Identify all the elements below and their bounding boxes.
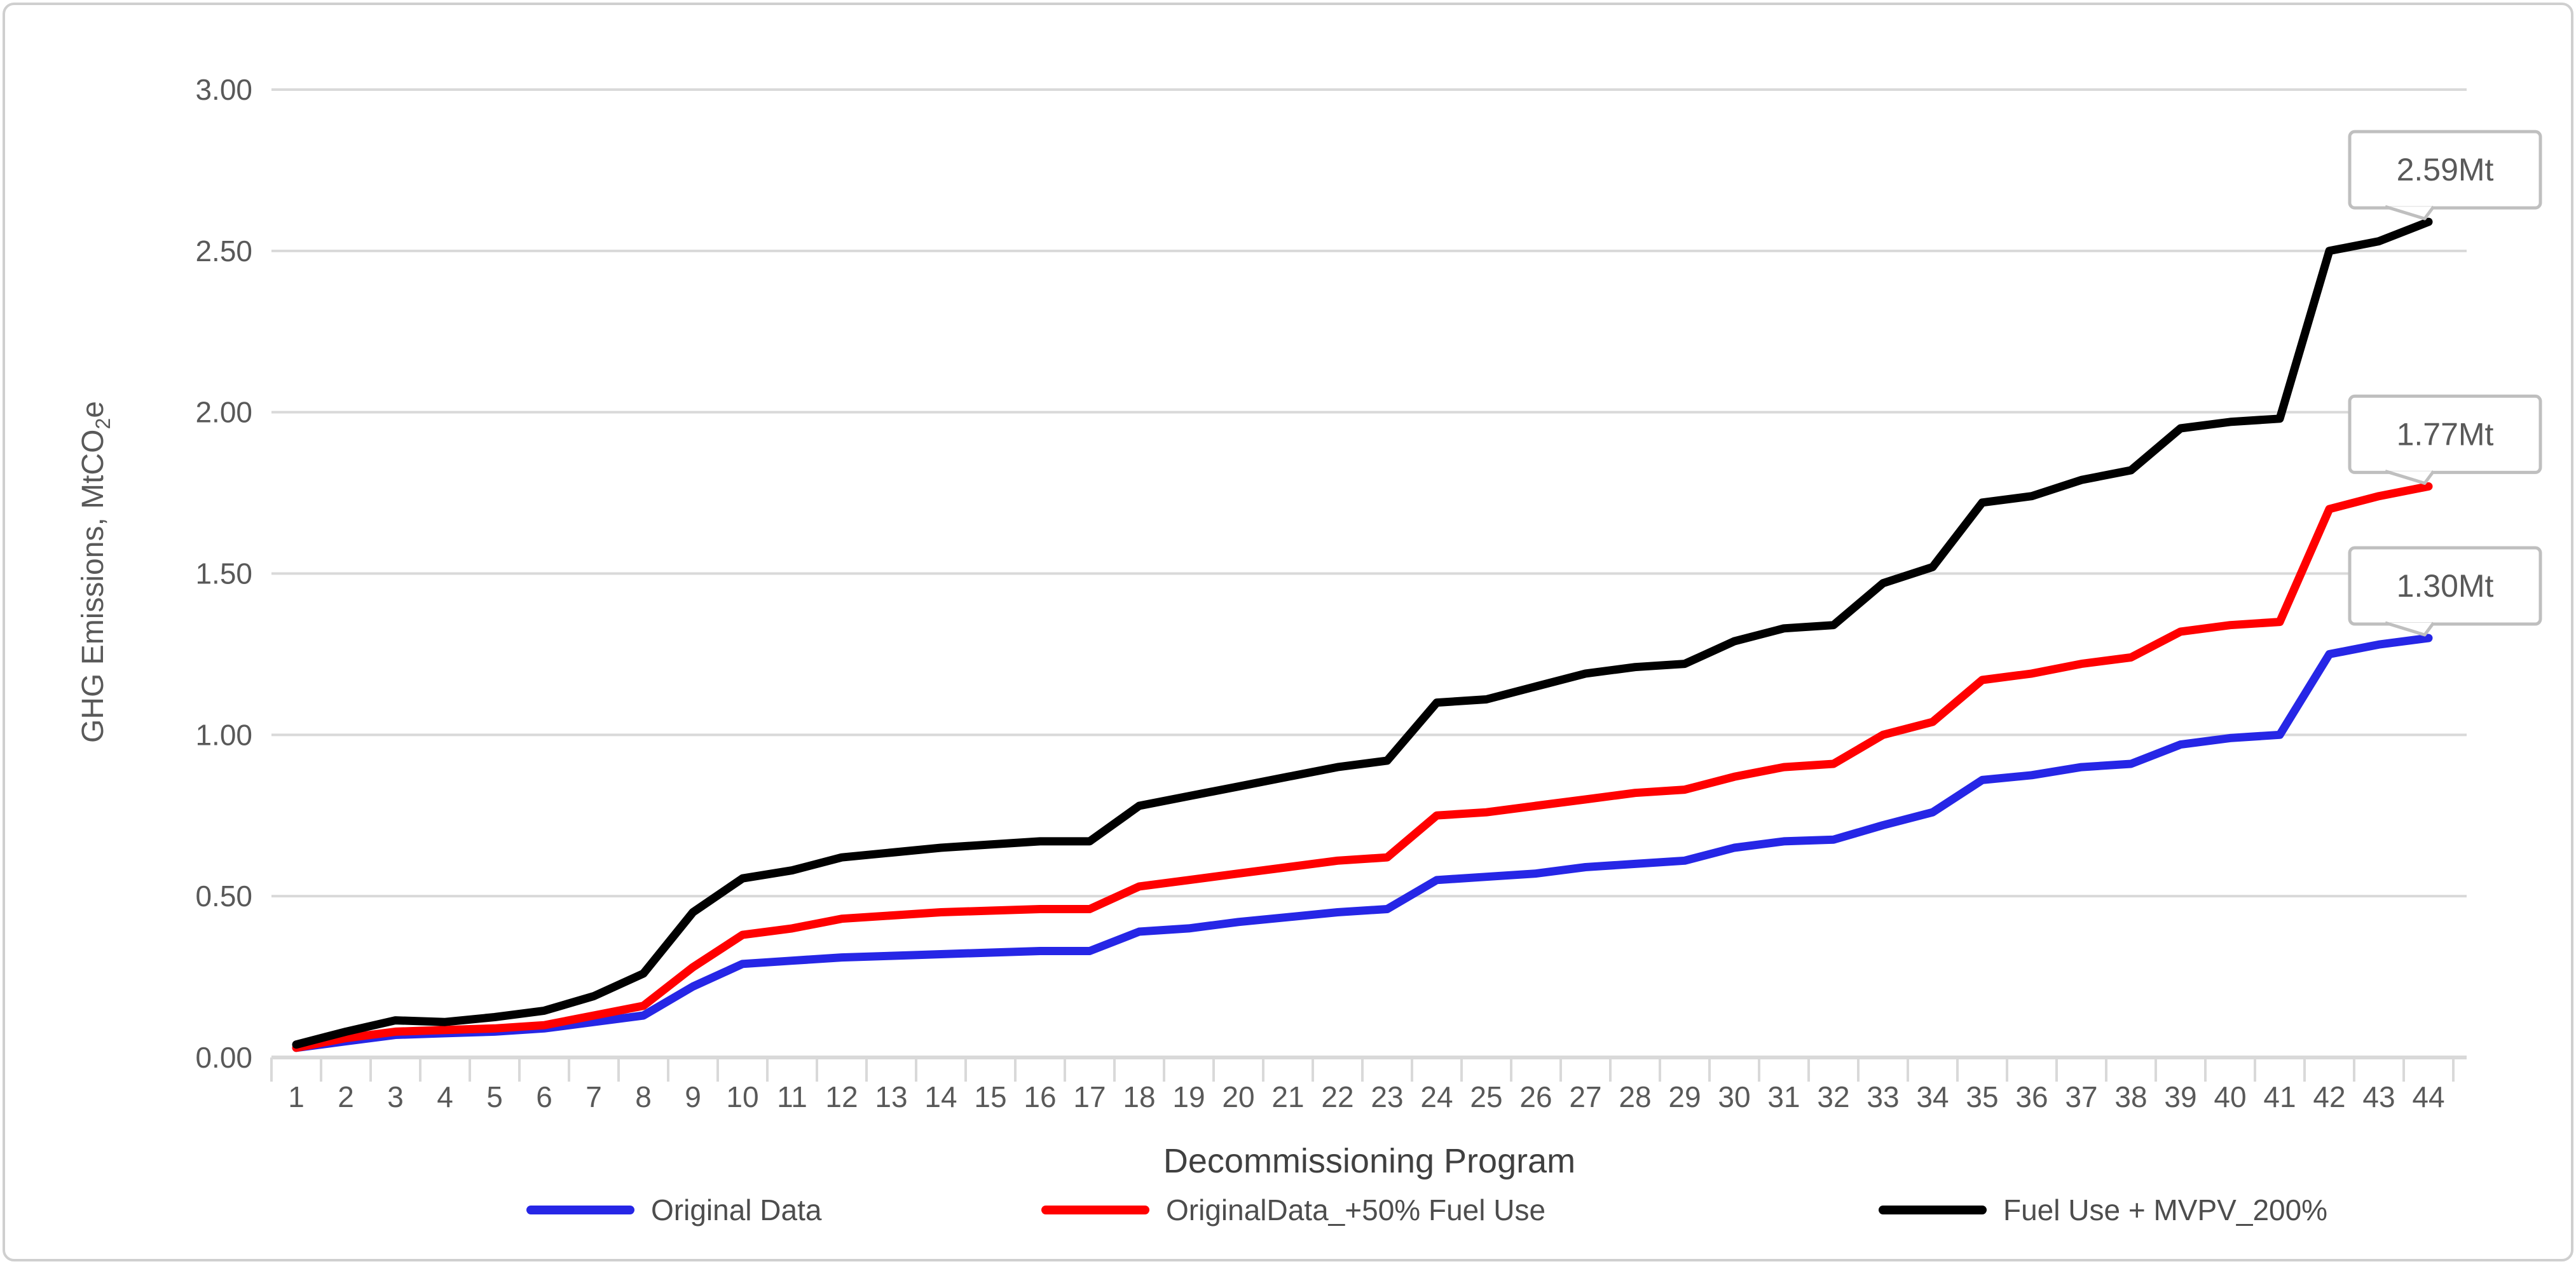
x-tick-label: 5 bbox=[486, 1080, 503, 1113]
data-callout-pointer bbox=[2385, 205, 2436, 221]
y-axis-title-suffix: e bbox=[76, 401, 111, 418]
x-tick-label: 30 bbox=[1718, 1080, 1750, 1113]
x-tick-label: 8 bbox=[635, 1080, 652, 1113]
series-line-original-data[interactable] bbox=[292, 634, 2433, 1052]
x-tick-label: 27 bbox=[1569, 1080, 1601, 1113]
y-axis-title-text: GHG Emissions, MtCO bbox=[76, 429, 111, 743]
data-callout-box[interactable] bbox=[2348, 546, 2542, 626]
x-tick-label: 1 bbox=[288, 1080, 305, 1113]
y-tick-label: 0.50 bbox=[195, 880, 252, 913]
data-callout-value: 1.77Mt bbox=[2397, 416, 2494, 452]
y-tick-label: 2.50 bbox=[195, 234, 252, 268]
x-tick-label: 44 bbox=[2412, 1080, 2444, 1113]
legend-swatch-black-line bbox=[1879, 1206, 1987, 1214]
legend-label: Original Data bbox=[651, 1193, 822, 1227]
series-line-fuel-use-mvpv-200-[interactable] bbox=[292, 217, 2433, 1049]
x-tick-label: 3 bbox=[387, 1080, 404, 1113]
x-tick-label: 7 bbox=[586, 1080, 602, 1113]
legend-label: Fuel Use + MVPV_200% bbox=[2003, 1193, 2328, 1227]
x-tick-label: 42 bbox=[2313, 1080, 2345, 1113]
legend-swatch-blue-line bbox=[526, 1206, 634, 1214]
data-callout-pointer bbox=[2385, 621, 2436, 637]
x-tick-label: 22 bbox=[1321, 1080, 1353, 1113]
chart-border-frame bbox=[3, 3, 2573, 1261]
data-callout-value: 1.30Mt bbox=[2397, 568, 2494, 604]
y-tick-label: 0.00 bbox=[195, 1041, 252, 1074]
y-tick-label: 2.00 bbox=[195, 396, 252, 429]
legend-label: OriginalData_+50% Fuel Use bbox=[1166, 1193, 1546, 1227]
data-callout-box[interactable] bbox=[2348, 130, 2542, 210]
x-tick-label: 17 bbox=[1073, 1080, 1106, 1113]
x-tick-label: 31 bbox=[1767, 1080, 1800, 1113]
y-tick-label: 3.00 bbox=[195, 73, 252, 106]
data-callout-value: 2.59Mt bbox=[2397, 152, 2494, 187]
x-tick-label: 19 bbox=[1172, 1080, 1205, 1113]
x-tick-label: 37 bbox=[2065, 1080, 2097, 1113]
x-tick-label: 26 bbox=[1519, 1080, 1552, 1113]
x-tick-label: 38 bbox=[2114, 1080, 2147, 1113]
x-tick-label: 25 bbox=[1470, 1080, 1502, 1113]
x-tick-label: 23 bbox=[1371, 1080, 1403, 1113]
x-tick-label: 29 bbox=[1668, 1080, 1701, 1113]
x-tick-label: 36 bbox=[2015, 1080, 2048, 1113]
x-tick-label: 32 bbox=[1817, 1080, 1849, 1113]
x-tick-label: 12 bbox=[825, 1080, 858, 1113]
y-tick-label: 1.50 bbox=[195, 557, 252, 590]
x-tick-label: 4 bbox=[437, 1080, 453, 1113]
x-tick-label: 24 bbox=[1420, 1080, 1453, 1113]
y-axis-title: GHG Emissions, MtCO2e bbox=[76, 401, 115, 743]
x-axis-title: Decommissioning Program bbox=[1163, 1142, 1576, 1180]
legend-item-fuel-use-mvpv[interactable]: Fuel Use + MVPV_200% bbox=[1879, 1192, 2327, 1228]
y-axis-title-subscript: 2 bbox=[91, 418, 114, 430]
x-tick-label: 33 bbox=[1867, 1080, 1899, 1113]
x-tick-label: 28 bbox=[1619, 1080, 1651, 1113]
y-tick-label: 1.00 bbox=[195, 718, 252, 751]
x-tick-label: 15 bbox=[974, 1080, 1006, 1113]
x-tick-label: 21 bbox=[1271, 1080, 1304, 1113]
x-tick-label: 13 bbox=[875, 1080, 907, 1113]
data-callout-box[interactable] bbox=[2348, 394, 2542, 474]
x-tick-label: 9 bbox=[685, 1080, 701, 1113]
data-callout-pointer bbox=[2385, 470, 2436, 485]
x-tick-label: 40 bbox=[2214, 1080, 2246, 1113]
x-tick-label: 43 bbox=[2362, 1080, 2395, 1113]
legend-item-original-data[interactable]: Original Data bbox=[526, 1192, 821, 1228]
x-tick-label: 35 bbox=[1966, 1080, 1998, 1113]
x-tick-label: 18 bbox=[1123, 1080, 1155, 1113]
legend-swatch-red-line bbox=[1041, 1206, 1149, 1214]
x-tick-label: 6 bbox=[536, 1080, 552, 1113]
x-tick-label: 39 bbox=[2164, 1080, 2196, 1113]
x-tick-label: 14 bbox=[924, 1080, 957, 1113]
x-tick-label: 41 bbox=[2263, 1080, 2296, 1113]
series-line-originaldata-50-fuel-use[interactable] bbox=[292, 482, 2433, 1052]
x-tick-label: 11 bbox=[777, 1080, 807, 1113]
x-tick-label: 20 bbox=[1222, 1080, 1254, 1113]
x-tick-label: 16 bbox=[1024, 1080, 1056, 1113]
x-tick-label: 2 bbox=[338, 1080, 354, 1113]
legend-item-plus50-fuel-use[interactable]: OriginalData_+50% Fuel Use bbox=[1041, 1192, 1545, 1228]
x-tick-label: 10 bbox=[726, 1080, 758, 1113]
x-tick-label: 34 bbox=[1916, 1080, 1949, 1113]
